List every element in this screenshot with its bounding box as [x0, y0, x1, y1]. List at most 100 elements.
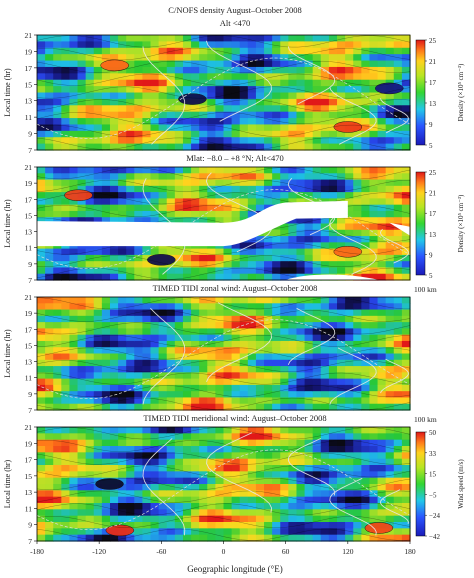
colorbar-label: Density (×10⁵ cm⁻³)	[457, 194, 465, 252]
y-tick-label: 17	[25, 456, 33, 465]
altitude-label: 100 km	[414, 285, 437, 294]
y-tick-label: 19	[25, 439, 33, 448]
y-tick-label: 11	[25, 113, 32, 122]
y-tick-label: 9	[28, 260, 32, 269]
colorbar-label: Wind speed (m/s)	[457, 459, 465, 509]
x-tick-label: -180	[30, 547, 44, 556]
no-data-mask	[285, 274, 379, 280]
altitude-label: 100 km	[414, 415, 437, 424]
plot-frame	[36, 166, 411, 281]
colorbar-tick-label: 17	[429, 79, 437, 87]
colorbar-tick-label: 25	[429, 37, 437, 45]
colorbar-tick-label: 13	[429, 231, 437, 239]
y-axis-label: Local time (hr)	[3, 68, 12, 117]
plot-frame	[36, 296, 411, 411]
y-tick-label: 13	[25, 228, 33, 237]
x-tick-label: 0	[222, 547, 226, 556]
y-tick-label: 15	[25, 80, 33, 89]
y-tick-label: 15	[25, 472, 33, 481]
y-axis-label: Local time (hr)	[3, 329, 12, 378]
colorbar-gradient	[415, 39, 426, 146]
y-tick-label: 7	[28, 276, 32, 285]
colorbar: 5 9 13 17 21 25 Density (×10⁵ cm⁻³)	[415, 169, 465, 280]
colorbar-tick-label: 9	[429, 121, 433, 129]
y-tick-label: 19	[25, 309, 33, 318]
dip-equator-line	[36, 449, 411, 530]
panel-title: Mlat: −8.0 – +8 °N; Alt<470	[186, 153, 284, 163]
continent-outlines	[142, 302, 409, 405]
contour-lines	[36, 427, 411, 541]
continent-outlines	[142, 40, 409, 145]
colorbar: 50 33 15 −5 −24 −42 Wind speed (m/s)	[415, 429, 465, 541]
y-axis-label: Local time (hr)	[3, 199, 12, 248]
x-axis-label: Geographic longitude (°E)	[187, 564, 283, 574]
colorbar-tick-label: 5	[429, 142, 433, 150]
y-tick-label: 7	[28, 406, 32, 415]
panel-1: C/NOFS density August–October 2008 Alt <4…	[3, 5, 465, 155]
y-tick-label: 7	[28, 146, 32, 155]
y-tick-label: 11	[25, 244, 32, 253]
dip-equator-line	[36, 319, 411, 400]
data-hotspot	[95, 478, 124, 490]
colorbar-tick-label: 21	[429, 190, 437, 198]
colorbar-tick-label: −42	[429, 533, 440, 541]
no-data-mask	[389, 222, 410, 236]
colorbar-label: Density (×10⁵ cm⁻³)	[457, 63, 465, 121]
colorbar-tick-label: 13	[429, 100, 437, 108]
y-tick-label: 13	[25, 97, 33, 106]
y-axis-label: Local time (hr)	[3, 459, 12, 508]
y-tick-label: 21	[25, 293, 33, 302]
colorbar-tick-label: 21	[429, 58, 437, 66]
colorbar-tick-label: 5	[429, 272, 433, 280]
colorbar-tick-label: −24	[429, 512, 440, 520]
y-tick-label: 21	[25, 423, 33, 432]
colorbar-tick-label: 25	[429, 169, 437, 177]
panel-title: TIMED TIDI zonal wind: August–October 20…	[153, 283, 318, 293]
x-tick-label: 120	[342, 547, 354, 556]
data-hotspot	[333, 246, 363, 258]
panel-2: Mlat: −8.0 – +8 °N; Alt<470 7 9 11 13 15 17 19 2…	[3, 153, 465, 285]
y-tick-label: 13	[25, 488, 33, 497]
y-tick-label: 9	[28, 130, 32, 139]
data-hotspot	[105, 524, 135, 537]
data-hotspot	[147, 254, 176, 266]
y-tick-label: 7	[28, 537, 32, 546]
panel-title: C/NOFS density August–October 2008	[168, 5, 301, 15]
y-tick-label: 13	[25, 358, 33, 367]
y-tick-label: 9	[28, 390, 32, 399]
y-tick-label: 19	[25, 179, 33, 188]
y-tick-label: 21	[25, 163, 33, 172]
heatmap-field	[37, 297, 411, 411]
y-tick-label: 21	[25, 31, 33, 40]
x-tick-label: 60	[282, 547, 290, 556]
contour-lines	[36, 297, 411, 410]
colorbar-tick-label: 33	[429, 450, 437, 458]
colorbar-gradient	[415, 431, 426, 537]
panel-3: TIMED TIDI zonal wind: August–October 20…	[3, 283, 437, 415]
data-hotspot	[333, 121, 363, 133]
colorbar-tick-label: 50	[429, 429, 437, 437]
x-tick-label: -120	[92, 547, 106, 556]
y-tick-label: 19	[25, 47, 33, 56]
no-data-mask	[37, 200, 348, 247]
data-hotspot	[375, 82, 404, 95]
data-hotspot	[64, 189, 93, 201]
colorbar-gradient	[415, 171, 426, 276]
y-tick-label: 15	[25, 341, 33, 350]
heatmap-field	[37, 427, 411, 542]
contour-lines	[36, 35, 411, 150]
colorbar-tick-label: −5	[429, 491, 437, 499]
colorbar: 5 9 13 17 21 25 Density (×10⁵ cm⁻³)	[415, 37, 465, 150]
y-tick-label: 17	[25, 64, 33, 73]
panel-title: TIMED TIDI meridional wind: August–Octob…	[143, 413, 326, 423]
y-tick-label: 11	[25, 374, 32, 383]
colorbar-tick-label: 9	[429, 251, 433, 259]
x-tick-label: -60	[156, 547, 166, 556]
continent-outlines	[142, 432, 409, 536]
colorbar-tick-label: 17	[429, 210, 437, 218]
panel-4: TIMED TIDI meridional wind: August–Octob…	[3, 413, 465, 556]
data-hotspot	[364, 522, 394, 534]
y-tick-label: 9	[28, 521, 32, 530]
colorbar-tick-label: 15	[429, 471, 437, 479]
